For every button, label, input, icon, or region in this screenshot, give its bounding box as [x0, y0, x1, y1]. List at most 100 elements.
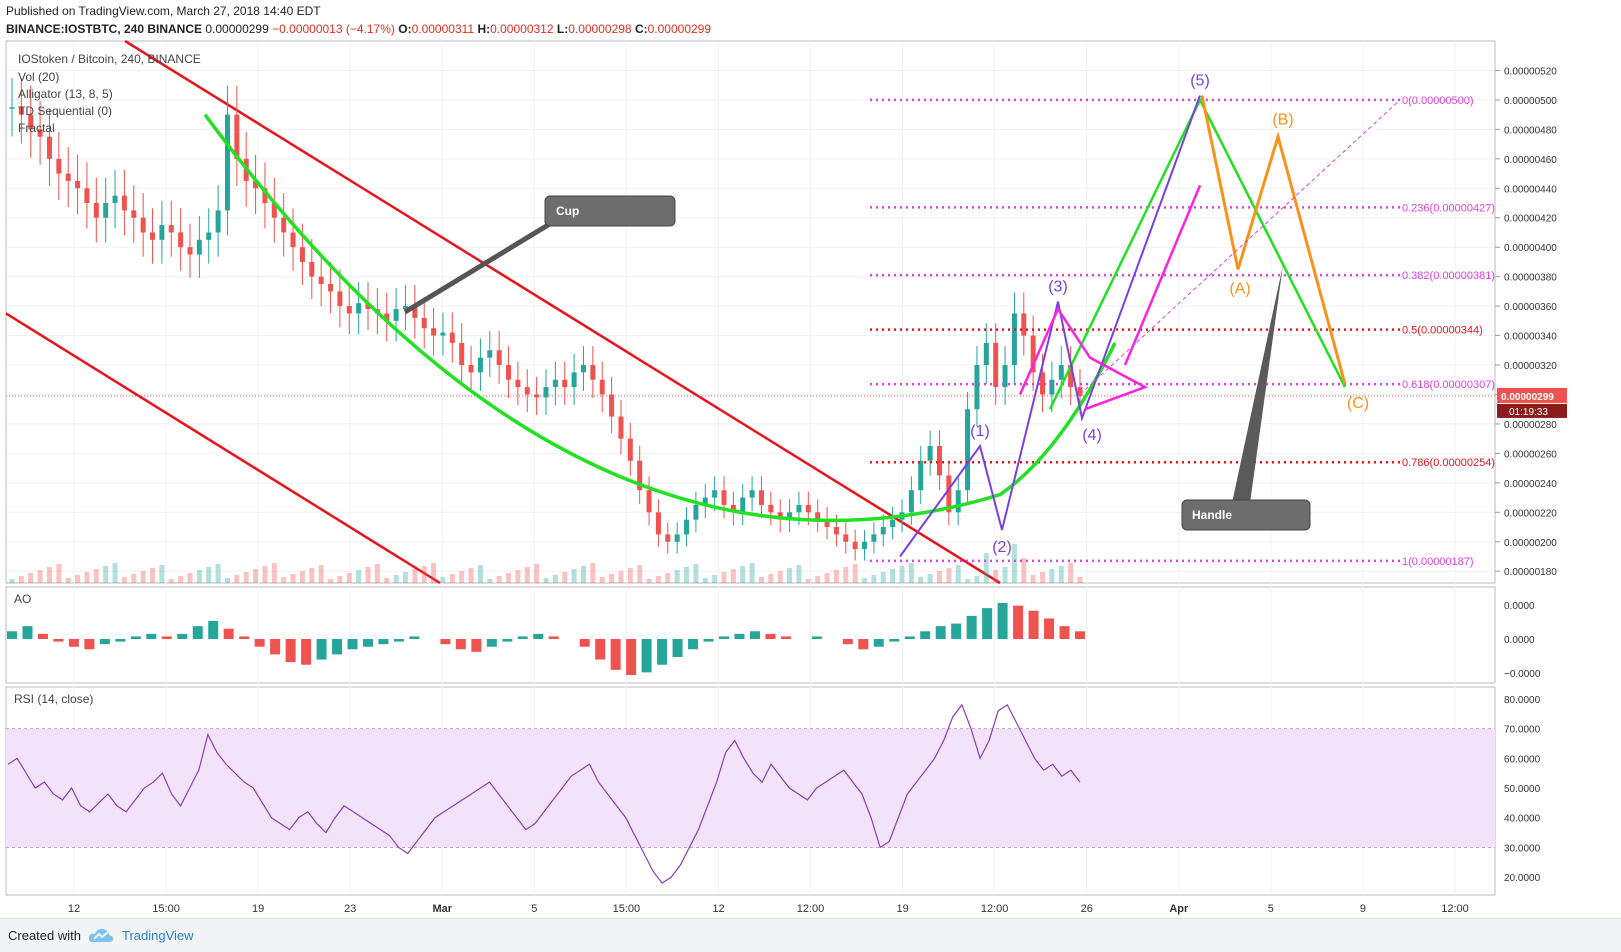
candle-body [440, 332, 446, 336]
volume-bar [393, 575, 399, 583]
candle-body [356, 303, 362, 314]
candle-body [168, 225, 174, 233]
volume-bar [459, 571, 465, 583]
candle-body [112, 195, 118, 204]
volume-bar [65, 578, 71, 583]
volume-bar [337, 576, 343, 583]
rsi-axis-label: 50.0000 [1504, 784, 1541, 795]
candle-body [843, 534, 849, 542]
candle-body [871, 534, 877, 542]
volume-bar [1011, 544, 1017, 583]
volume-bar [880, 572, 886, 583]
candle-body [421, 317, 427, 329]
volume-bar [1049, 569, 1055, 583]
fib-level-label: 0.382(0.00000381) [1402, 270, 1495, 282]
legend-title: IOStoken / Bitcoin, 240, BINANCE [18, 52, 201, 66]
volume-bar [871, 575, 877, 583]
volume-bar [309, 568, 315, 583]
volume-bar [75, 575, 81, 583]
candle-body [552, 379, 558, 388]
fib-level-label: 0.618(0.00000307) [1402, 379, 1495, 391]
candle-body [28, 114, 34, 130]
candle-body [674, 534, 680, 542]
candle-body [506, 365, 512, 380]
price-axis-label: 0.00000520 [1504, 66, 1557, 77]
candle-body [253, 180, 259, 189]
candle-body [927, 446, 933, 461]
candle-body [955, 490, 961, 513]
candle-body [299, 247, 305, 262]
volume-bar [965, 579, 971, 583]
volume-bar [56, 564, 62, 583]
volume-bar [234, 575, 240, 583]
candle-body [262, 188, 268, 204]
candle-body [655, 512, 661, 535]
volume-bar [103, 566, 109, 583]
price-axis-label: 0.00000340 [1504, 332, 1557, 343]
last-price: 0.00000299 [205, 22, 269, 36]
candle-body [862, 541, 868, 550]
volume-bar [590, 563, 596, 583]
volume-bar [787, 568, 793, 583]
volume-bar [468, 568, 474, 583]
candle-body [833, 527, 839, 535]
rsi-axis-label: 70.0000 [1504, 725, 1541, 736]
volume-bar [150, 568, 156, 583]
candle-body [974, 365, 980, 410]
volume-bar [440, 577, 446, 583]
candle-body [908, 490, 914, 513]
cup-callout-pointer [403, 215, 562, 315]
candle-body [393, 309, 399, 321]
candle-body [487, 350, 493, 358]
footer-brand[interactable]: TradingView [122, 928, 194, 943]
candle-body [590, 365, 596, 380]
elliott-wave-label: (2) [992, 539, 1012, 556]
corrective-wave-label: (B) [1272, 112, 1293, 129]
volume-bar [665, 573, 671, 583]
candle-body [571, 372, 577, 388]
ohlc-close-label: C: [634, 22, 648, 36]
tradingview-logo-icon [88, 928, 114, 942]
candle-body [890, 519, 896, 528]
volume-bar [178, 576, 184, 583]
candle-body [824, 519, 830, 528]
candle-body [1077, 387, 1083, 396]
volume-bar [346, 573, 352, 583]
legend-indicator-fractal: Fractal [18, 121, 55, 135]
candle-body [84, 188, 90, 204]
candle-body [712, 490, 718, 498]
volume-bar [627, 568, 633, 583]
volume-bar [552, 575, 558, 583]
candle-body [609, 394, 615, 417]
volume-bar [121, 577, 127, 583]
countdown-label: 01:19:33 [1509, 407, 1548, 418]
candle-body [402, 306, 408, 310]
abc-correction-line [1200, 95, 1347, 385]
volume-bar [693, 564, 699, 583]
candle-body [328, 284, 334, 292]
candle-body [271, 203, 277, 218]
volume-bar [262, 566, 268, 583]
candle-body [150, 232, 156, 240]
candle-body [9, 107, 15, 109]
price-axis-label: 0.00000480 [1504, 125, 1557, 136]
volume-bar [196, 570, 202, 583]
volume-bar [412, 569, 418, 583]
ohlc-open: 0.00000311 [411, 22, 475, 36]
fib-level-label: 0.786(0.00000254) [1402, 457, 1495, 469]
candle-body [121, 195, 127, 211]
volume-bar [487, 579, 493, 583]
candle-body [412, 306, 418, 318]
volume-bar [890, 569, 896, 583]
volume-bar [290, 574, 296, 583]
volume-bar [168, 579, 174, 583]
fib-level-label: 0.236(0.00000427) [1402, 202, 1495, 214]
candle-body [75, 180, 81, 189]
ao-axis-label: 0.0000 [1504, 601, 1535, 612]
corrective-wave-label: (C) [1347, 395, 1369, 412]
candle-body [618, 416, 624, 439]
ohlc-close: 0.00000299 [647, 22, 712, 36]
projection-magenta-line [1123, 184, 1202, 366]
price-axis-label: 0.00000380 [1504, 273, 1557, 284]
